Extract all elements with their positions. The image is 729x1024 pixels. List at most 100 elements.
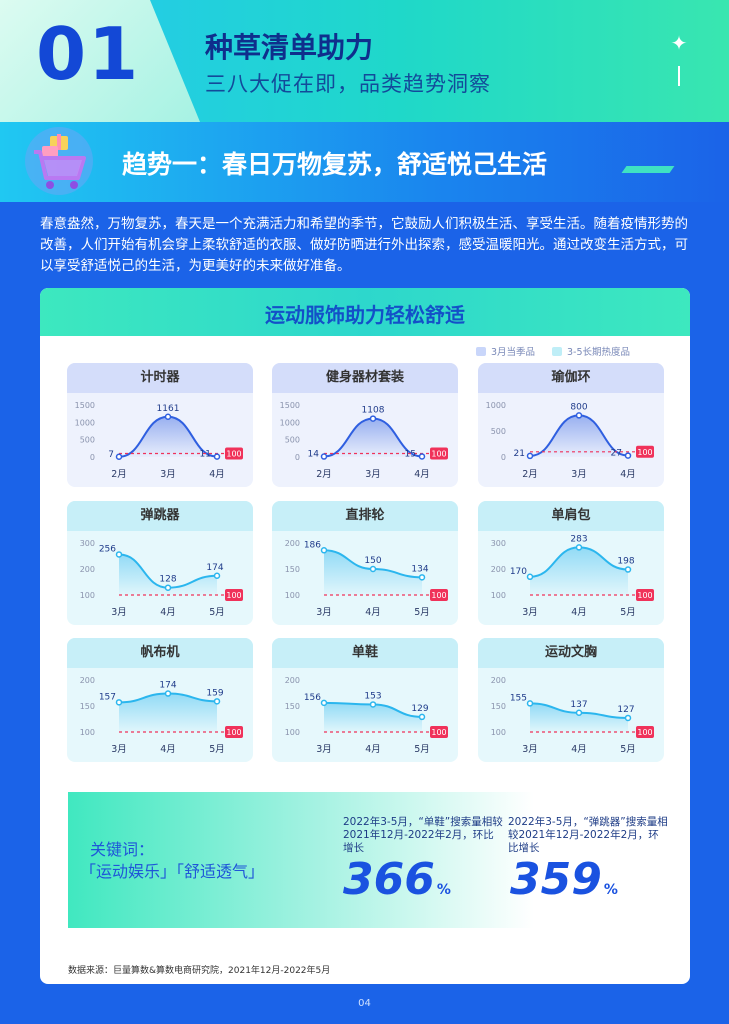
y-tick-label: 1000 — [280, 418, 300, 427]
data-label: 137 — [570, 700, 587, 710]
x-tick-label: 4月 — [414, 469, 430, 480]
y-tick-label: 1500 — [280, 401, 300, 410]
data-label: 174 — [206, 563, 223, 573]
baseline-label: 100 — [226, 591, 241, 600]
x-tick-label: 3月 — [571, 469, 587, 480]
x-tick-label: 4月 — [160, 607, 176, 618]
legend-label: 3-5长期热度品 — [567, 347, 631, 358]
baseline-badge — [430, 447, 448, 460]
data-label: 156 — [304, 693, 321, 703]
baseline-label: 100 — [226, 450, 241, 459]
data-point — [575, 709, 583, 717]
y-tick-label: 500 — [80, 436, 95, 445]
area-fill — [324, 418, 422, 457]
baseline-label: 100 — [226, 728, 241, 737]
stat-unit: % — [603, 882, 618, 898]
y-tick-label: 100 — [80, 591, 95, 600]
x-tick-label: 5月 — [620, 744, 636, 755]
line-chart: 100 150 200 100 155 3月 137 4月 127 5月 — [491, 676, 654, 755]
stat-value: 359% — [510, 858, 618, 902]
keyword-banner — [68, 792, 689, 928]
data-point — [320, 699, 328, 707]
x-tick-label: 2月 — [522, 469, 538, 480]
stat-value: 366% — [343, 858, 451, 902]
trend-title: 趋势一：春日万物复苏，舒适悦己生活 — [122, 150, 548, 179]
intro-paragraph: 春意盎然，万物复苏，春天是一个充满活力和希望的季节，它鼓励人们积极生活、享受生活… — [40, 216, 688, 274]
x-tick-label: 4月 — [620, 469, 636, 480]
data-label: 128 — [159, 575, 176, 585]
stat-number: 366 — [343, 854, 435, 905]
area-fill — [324, 550, 422, 595]
y-tick-label: 1000 — [486, 401, 506, 410]
data-label: 170 — [510, 567, 527, 577]
y-tick-label: 200 — [491, 565, 506, 574]
data-point — [320, 547, 328, 554]
y-tick-label: 500 — [285, 436, 300, 445]
data-point — [575, 544, 583, 551]
x-tick-label: 4月 — [571, 607, 587, 618]
shopping-cart-icon — [25, 127, 93, 195]
x-tick-label: 3月 — [111, 744, 127, 755]
chart-title: 健身器材套装 — [272, 363, 458, 393]
y-tick-label: 100 — [285, 728, 300, 737]
data-point — [526, 573, 534, 581]
panel-header — [40, 288, 690, 336]
baseline-badge — [225, 447, 243, 460]
y-tick-label: 0 — [90, 453, 95, 462]
data-point — [369, 565, 377, 573]
x-tick-label: 2月 — [316, 469, 332, 480]
x-tick-label: 2月 — [111, 469, 127, 480]
data-label: 159 — [206, 688, 223, 698]
data-label: 1108 — [362, 406, 385, 416]
data-point — [164, 413, 172, 421]
y-tick-label: 100 — [80, 728, 95, 737]
data-point — [115, 699, 123, 706]
page-number: 04 — [358, 998, 371, 1009]
chart-card: 帆布机 100 150 200 100 157 3月 174 4月 159 5月 — [67, 638, 253, 762]
data-point — [624, 714, 632, 722]
data-label: 174 — [159, 681, 176, 691]
area-fill — [119, 416, 217, 457]
chart-title: 单肩包 — [478, 501, 664, 531]
baseline-badge — [636, 726, 654, 738]
y-tick-label: 300 — [491, 539, 506, 548]
section-number: 01 — [36, 12, 141, 96]
chart-title: 帆布机 — [67, 638, 253, 668]
y-tick-label: 150 — [285, 565, 300, 574]
chart-card: 健身器材套装 0 500 1000 1500 100 14 2月 1108 3月 15 4月 — [272, 363, 458, 487]
x-tick-label: 4月 — [160, 744, 176, 755]
y-tick-label: 200 — [285, 676, 300, 685]
line-chart: 100 150 200 100 186 3月 150 4月 134 5月 — [285, 539, 448, 618]
x-tick-label: 4月 — [365, 744, 381, 755]
data-label: 129 — [411, 704, 428, 714]
x-tick-label: 5月 — [209, 744, 225, 755]
stat-description: 2022年3-5月，“弹跳器”搜索量相较2021年12月-2022年2月，环比增… — [508, 816, 668, 854]
data-label: 27 — [611, 449, 622, 459]
data-point — [526, 452, 534, 460]
data-point — [213, 572, 221, 580]
data-point — [624, 452, 632, 459]
divider — [678, 66, 680, 86]
baseline-label: 100 — [637, 448, 652, 457]
chart-title: 计时器 — [67, 363, 253, 393]
title-underline-deco — [621, 166, 675, 173]
legend-swatch — [476, 346, 486, 356]
data-label: 127 — [617, 705, 634, 715]
y-tick-label: 100 — [285, 591, 300, 600]
line-chart: 0 500 1000 1500 100 14 2月 1108 3月 15 4月 — [280, 401, 448, 480]
data-label: 134 — [411, 564, 428, 574]
y-tick-label: 100 — [491, 728, 506, 737]
data-point — [213, 453, 221, 460]
keyword-label: 关键词： — [90, 840, 155, 859]
area-fill — [530, 415, 628, 457]
area-fill — [119, 693, 217, 732]
data-label: 155 — [510, 693, 527, 703]
data-label: 14 — [308, 450, 320, 460]
line-chart: 100 200 300 100 170 3月 283 4月 198 5月 — [491, 534, 654, 618]
data-point — [418, 574, 426, 581]
line-chart: 0 500 1000 1500 100 7 2月 1161 3月 11 4月 — [75, 401, 243, 480]
y-tick-label: 500 — [491, 427, 506, 436]
chart-title: 直排轮 — [272, 501, 458, 531]
page-title: 种草清单助力 — [205, 31, 374, 64]
data-label: 15 — [405, 449, 416, 459]
